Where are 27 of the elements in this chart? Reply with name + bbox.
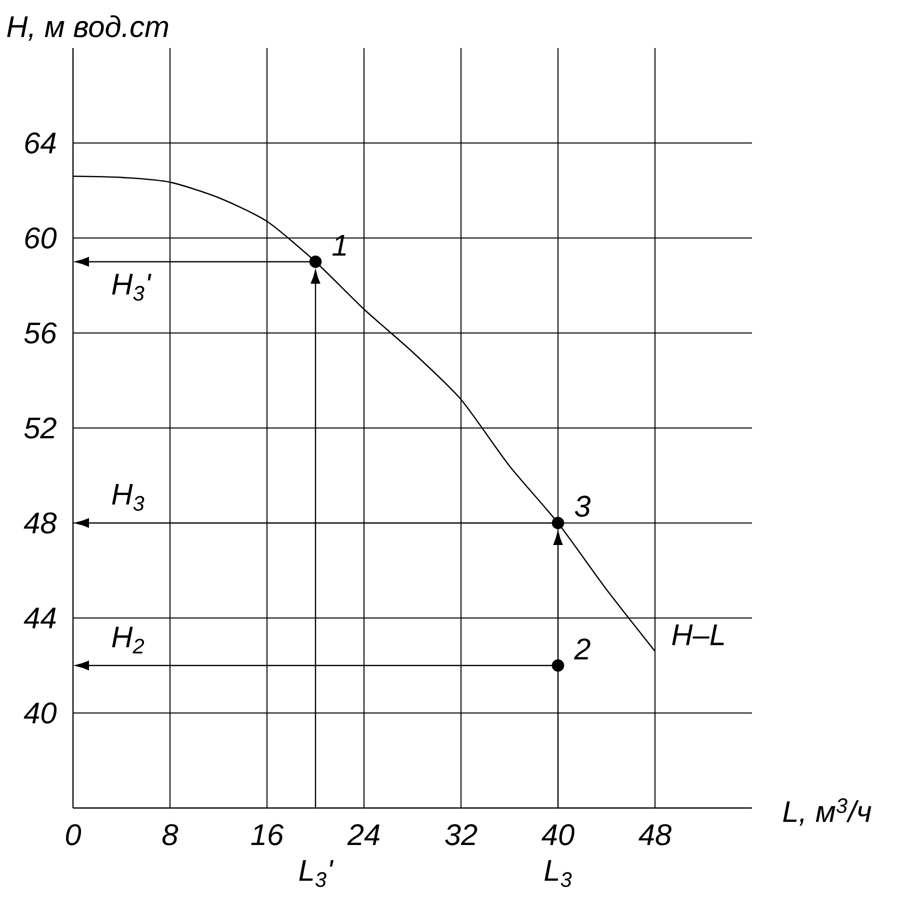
y-axis-title: H, м вод.ст <box>7 15 168 41</box>
y-tick-label: 56 <box>24 322 57 344</box>
point <box>309 256 322 268</box>
x-tick-label: 32 <box>445 824 478 846</box>
x-tick-label: 0 <box>66 824 82 846</box>
annotation: H$_{3}$' <box>112 274 152 301</box>
y-tick-label: 48 <box>24 512 57 534</box>
annotation: 2 <box>574 638 590 660</box>
point <box>552 659 564 672</box>
y-tick-label: 52 <box>24 417 56 439</box>
y-tick-label: 44 <box>24 608 56 628</box>
annotation: 3 <box>574 496 591 517</box>
x-tick-label: 40 <box>542 824 574 846</box>
annotation: H$_{2}$ <box>112 626 144 654</box>
annotation: H$_{3}$ <box>112 484 144 511</box>
annotation: H–L <box>672 624 724 646</box>
x-tick-label: 8 <box>162 824 178 846</box>
y-tick-label: 60 <box>25 227 57 249</box>
point <box>552 516 564 530</box>
text: L$_{3}$ <box>544 860 572 887</box>
y-tick-label: 64 <box>25 132 56 154</box>
x-tick-label: 24 <box>347 824 380 846</box>
x-tick-label: 48 <box>638 824 672 846</box>
x-tick-label: 16 <box>251 824 284 846</box>
text: L$_{3}$' <box>299 860 334 887</box>
x-axis-title: L, м$^{3}$/ч <box>783 798 872 826</box>
y-tick-label: 40 <box>24 702 57 724</box>
